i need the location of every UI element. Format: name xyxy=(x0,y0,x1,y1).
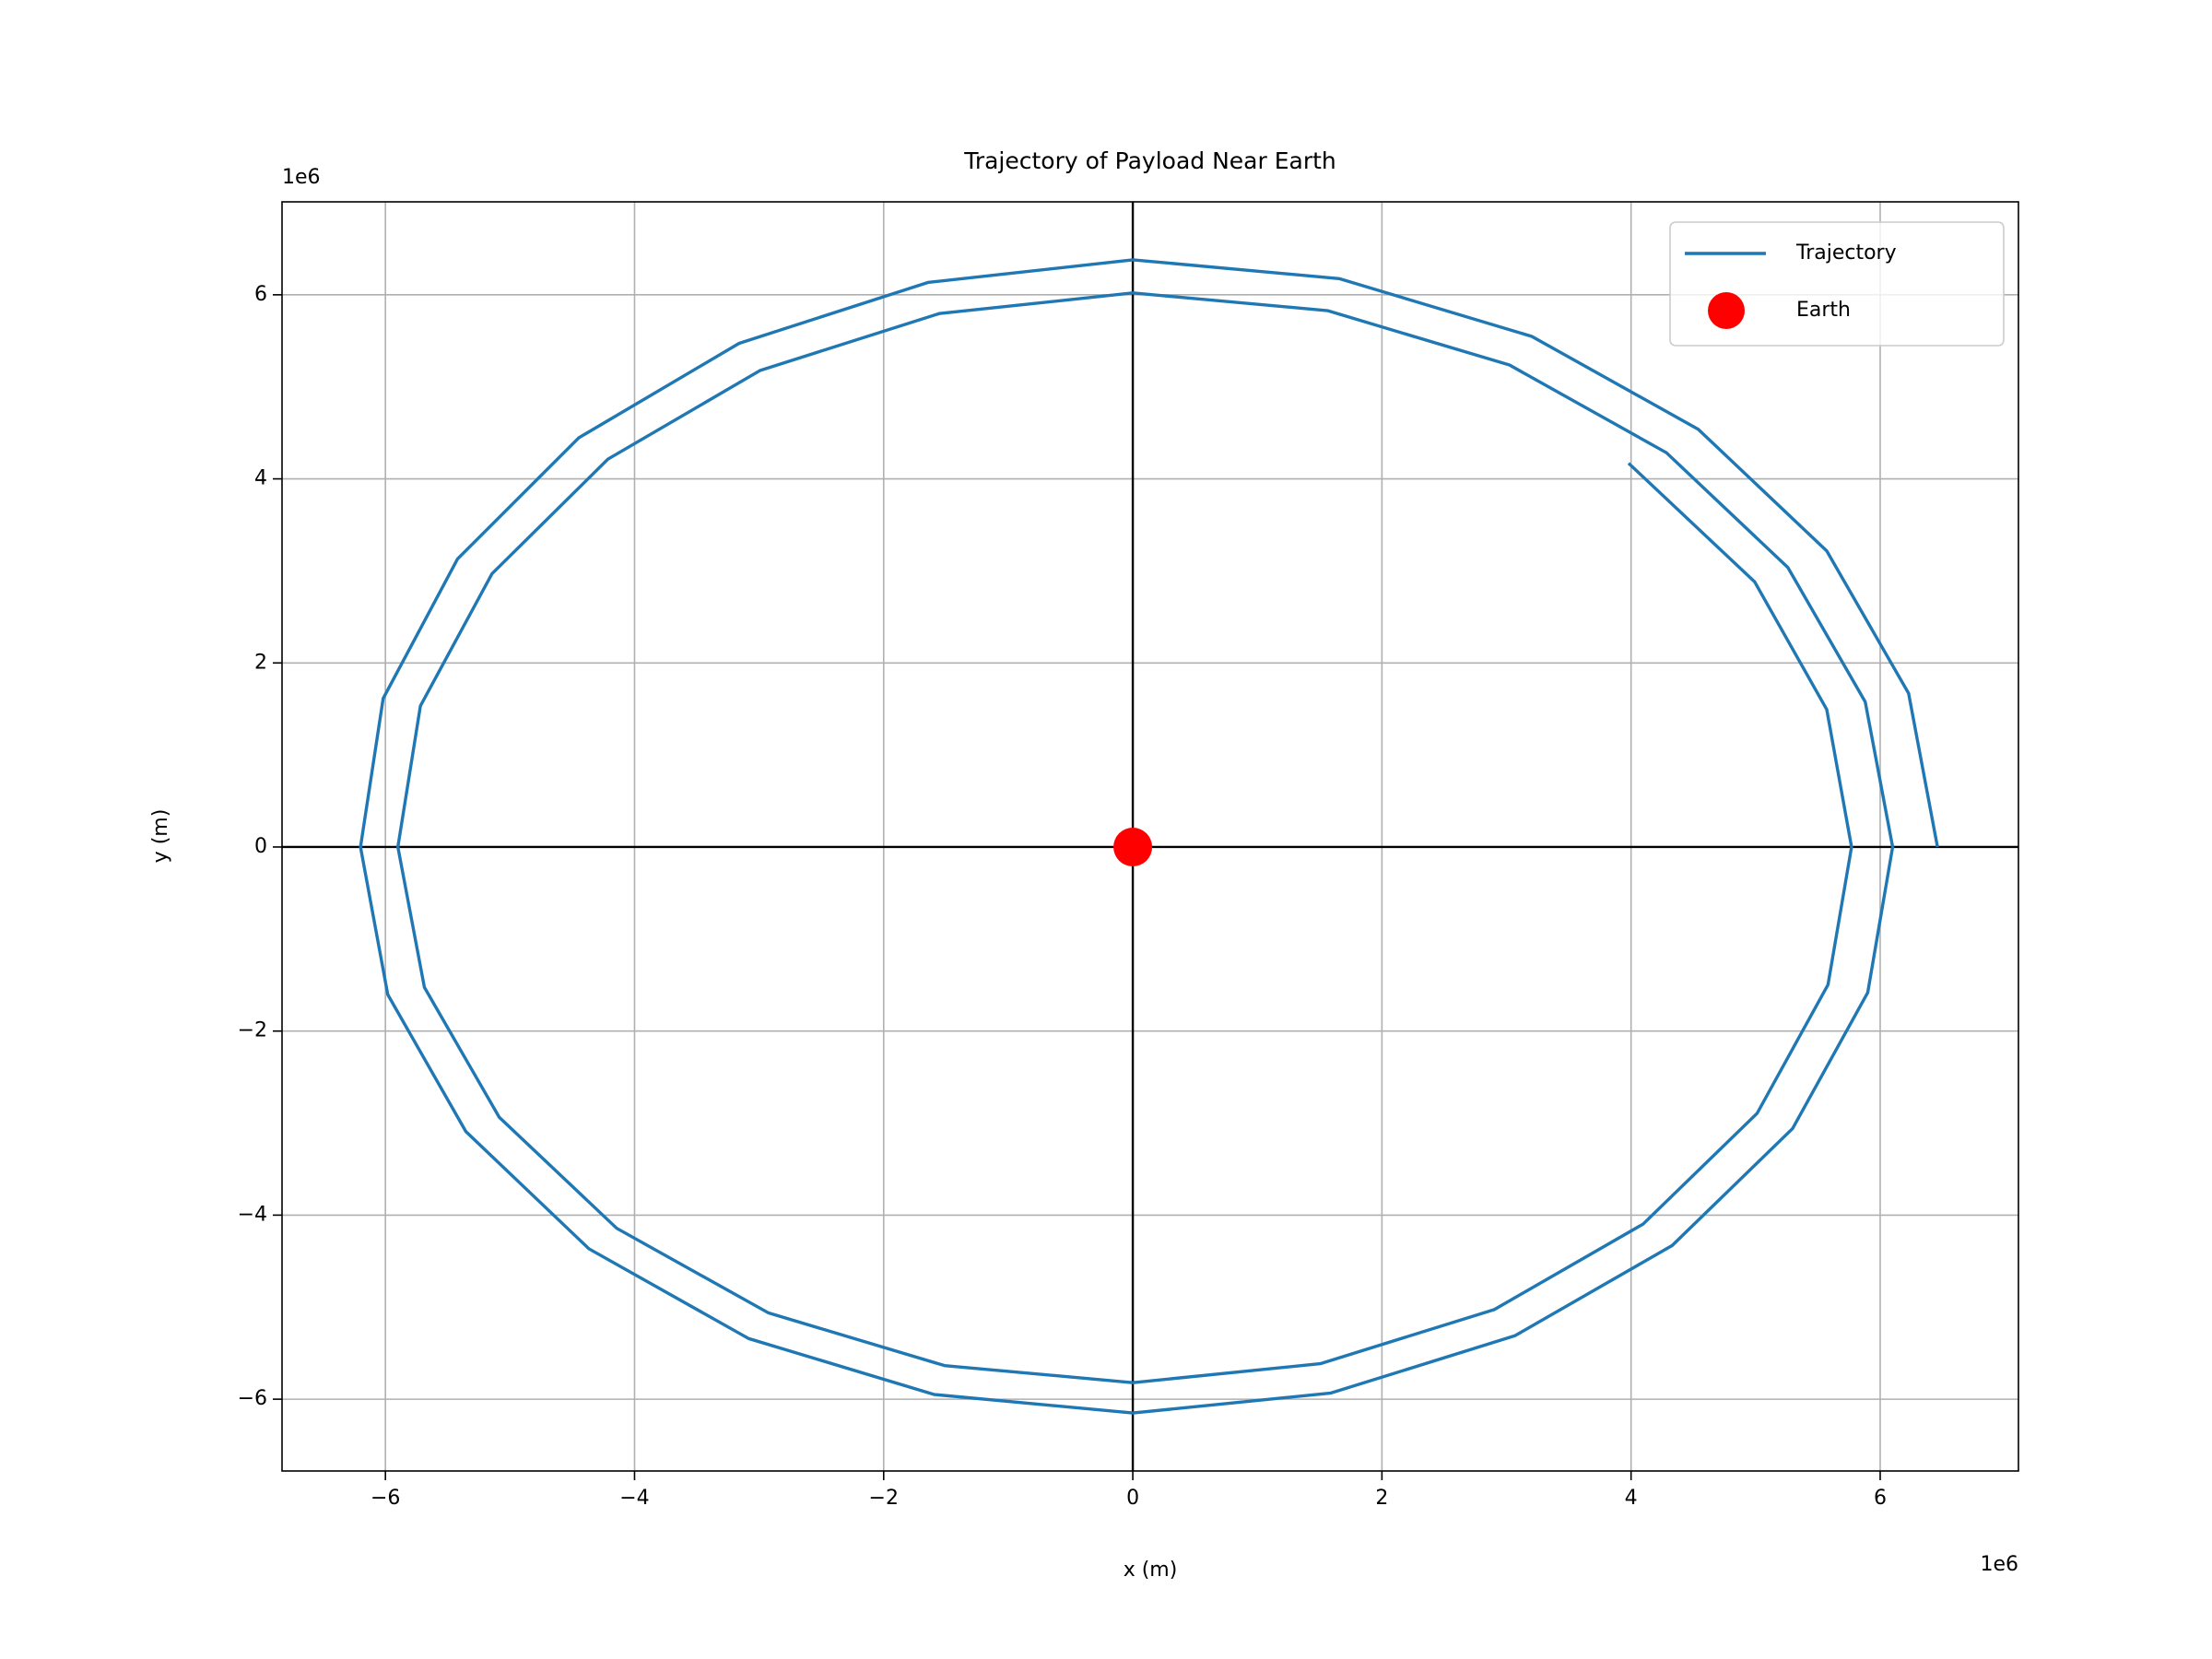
legend-marker xyxy=(1708,292,1745,329)
axes-frame xyxy=(281,201,2019,1472)
y-tick-label: −2 xyxy=(238,1019,267,1042)
y-tick-label: 2 xyxy=(254,651,267,674)
y-axis-label: y (m) xyxy=(149,809,172,864)
x-offset-label: 1e6 xyxy=(1980,1553,2018,1576)
x-tick-label: −6 xyxy=(371,1487,400,1510)
y-tick-label: −4 xyxy=(238,1203,267,1226)
x-tick-label: 6 xyxy=(1874,1487,1887,1510)
y-tick-label: −6 xyxy=(238,1387,267,1410)
y-offset-label: 1e6 xyxy=(282,166,321,189)
x-tick-label: 2 xyxy=(1375,1487,1388,1510)
x-tick-label: 0 xyxy=(1126,1487,1139,1510)
x-tick-label: −2 xyxy=(869,1487,899,1510)
chart-title: Trajectory of Payload Near Earth xyxy=(963,147,1336,174)
x-tick-label: −4 xyxy=(619,1487,649,1510)
x-axis-label: x (m) xyxy=(1124,1559,1178,1582)
y-tick-label: 6 xyxy=(254,283,267,306)
y-tick-label: 0 xyxy=(254,835,267,858)
y-tick-label: 4 xyxy=(254,467,267,490)
legend-label: Trajectory xyxy=(1795,241,1897,265)
x-tick-label: 4 xyxy=(1625,1487,1638,1510)
plot-area xyxy=(282,202,2018,1471)
marker xyxy=(1113,827,1153,866)
line xyxy=(359,258,1939,1415)
legend-label: Earth xyxy=(1796,299,1851,322)
